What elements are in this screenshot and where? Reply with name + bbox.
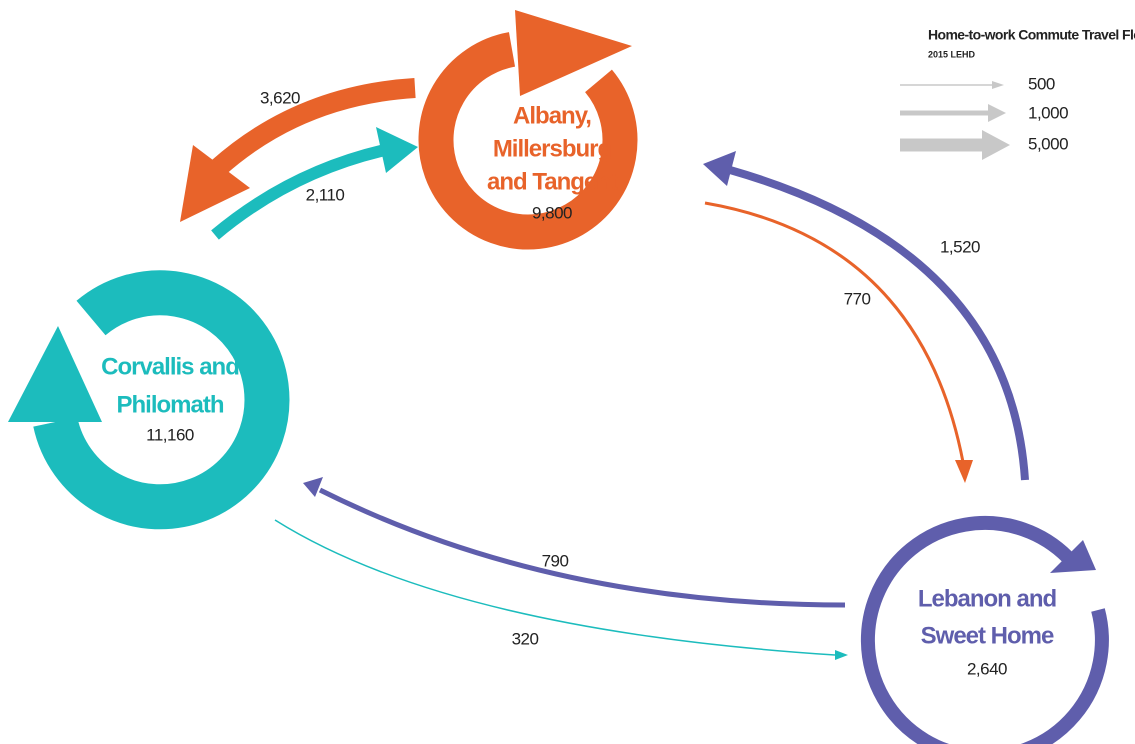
albany-ring (418, 32, 638, 250)
node-name: Albany, (513, 102, 591, 129)
lebanon-ring (860, 515, 1109, 744)
flow-line (728, 166, 1029, 481)
flow-arrowhead (703, 151, 736, 186)
legend-arrowhead (982, 130, 1010, 160)
node-name: Millersburg (493, 135, 612, 162)
flow-label: 3,620 (260, 88, 300, 107)
flow-label: 320 (512, 629, 539, 648)
legend-arrowhead (992, 81, 1004, 89)
legend-label: 500 (1028, 74, 1055, 93)
flow-label: 1,520 (940, 237, 980, 256)
flow-line (318, 487, 846, 608)
flow-label: 2,110 (306, 185, 345, 204)
legend-subtitle: 2015 LEHD (928, 49, 976, 59)
node-value: 11,160 (146, 425, 194, 444)
flow-arrowhead (835, 650, 848, 660)
node-name: Lebanon and (918, 585, 1057, 612)
flow-arrowhead (303, 477, 323, 497)
flow-line (704, 201, 965, 463)
corvallis-ring (33, 270, 290, 530)
flow-arrowhead (376, 127, 418, 173)
albany-ring-arrowhead (515, 10, 632, 96)
flow-line (211, 78, 416, 176)
legend-title: Home-to-work Commute Travel Flows (928, 27, 1135, 43)
node-name: Corvallis and (101, 353, 239, 380)
legend-arrowhead (988, 104, 1006, 122)
flow-arrowhead (180, 145, 250, 222)
lebanon-ring-arrowhead (1050, 540, 1096, 573)
legend-label: 1,000 (1028, 103, 1068, 122)
node-name: Sweet Home (921, 622, 1054, 649)
node-name: and Tangent (487, 168, 618, 195)
flow-line (274, 519, 836, 656)
legend-label: 5,000 (1028, 134, 1068, 153)
node-value: 2,640 (967, 659, 1007, 678)
corvallis-ring-arrowhead (8, 326, 102, 422)
node-name: Philomath (116, 391, 223, 418)
flow-label: 790 (542, 551, 569, 570)
flow-line (211, 144, 387, 240)
flow-label: 770 (844, 289, 871, 308)
node-value: 9,800 (532, 203, 572, 222)
flow-arrowhead (955, 460, 973, 483)
